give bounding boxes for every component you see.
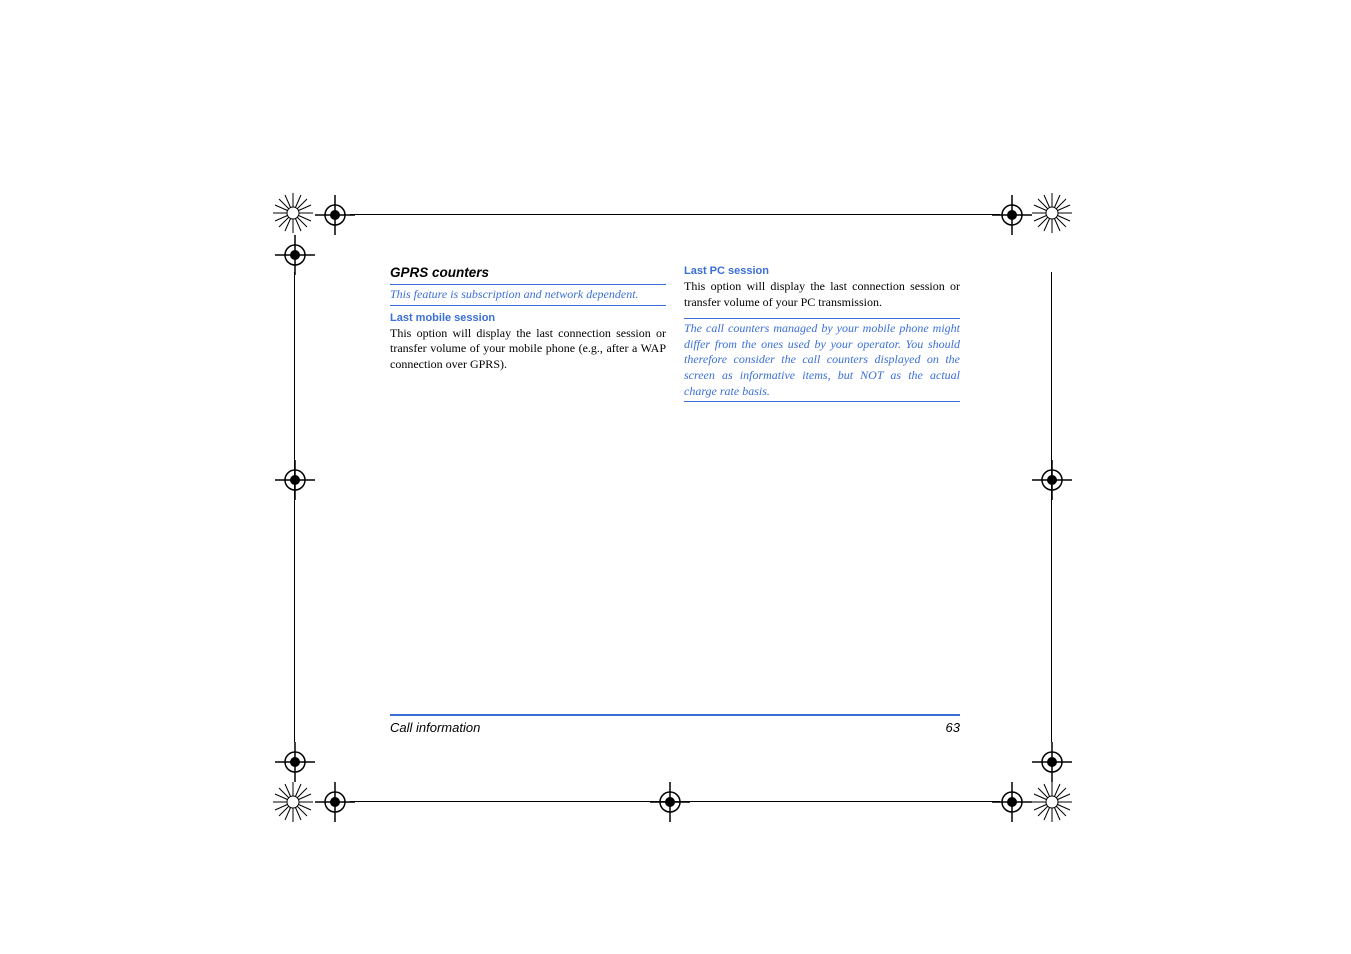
top-rule <box>350 214 1000 215</box>
right-rule <box>1051 272 1052 742</box>
sub-heading: Last PC session <box>684 265 960 277</box>
registration-mark-icon <box>275 742 315 782</box>
left-column: GPRS counters This feature is subscripti… <box>390 265 666 408</box>
radial-mark-icon <box>273 193 313 233</box>
radial-mark-icon <box>273 782 313 822</box>
radial-mark-icon <box>1032 782 1072 822</box>
section-heading: GPRS counters <box>390 265 666 280</box>
registration-mark-icon <box>1032 742 1072 782</box>
registration-mark-icon <box>1032 460 1072 500</box>
registration-mark-icon <box>275 460 315 500</box>
registration-mark-icon <box>650 782 690 822</box>
caution-note: The call counters managed by your mobile… <box>684 318 960 402</box>
registration-mark-icon <box>315 195 355 235</box>
right-column: Last PC session This option will display… <box>684 265 960 408</box>
registration-mark-icon <box>992 195 1032 235</box>
page-content: GPRS counters This feature is subscripti… <box>390 265 960 735</box>
page-number: 63 <box>946 720 960 735</box>
body-text: This option will display the last connec… <box>684 279 960 310</box>
footer-label: Call information <box>390 720 480 735</box>
registration-mark-icon <box>992 782 1032 822</box>
body-text: This option will display the last connec… <box>390 326 666 373</box>
radial-mark-icon <box>1032 193 1072 233</box>
footer-bar: Call information 63 <box>390 714 960 735</box>
left-rule <box>294 272 295 742</box>
registration-mark-icon <box>275 235 315 275</box>
registration-mark-icon <box>315 782 355 822</box>
two-column-layout: GPRS counters This feature is subscripti… <box>390 265 960 408</box>
sub-heading: Last mobile session <box>390 312 666 324</box>
feature-note: This feature is subscription and network… <box>390 284 666 306</box>
